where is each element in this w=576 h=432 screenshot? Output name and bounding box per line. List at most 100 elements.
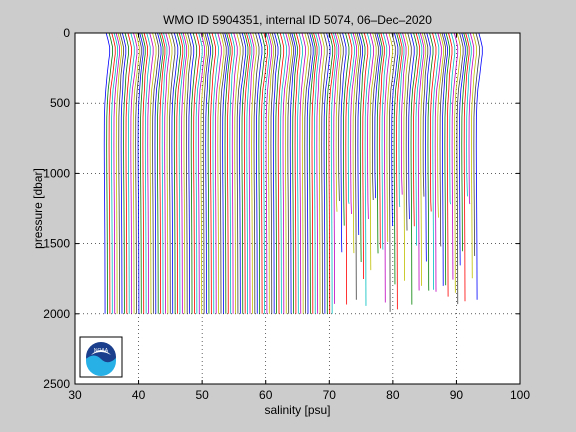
profile-line: [299, 32, 306, 314]
profile-line: [338, 32, 344, 202]
profile-line: [314, 32, 320, 314]
profile-line: [340, 32, 347, 253]
profile-line: [241, 32, 249, 314]
profile-line: [323, 32, 331, 314]
profile-line: [374, 32, 381, 199]
profile-line: [113, 32, 120, 314]
profile-line: [207, 32, 214, 314]
profile-line: [309, 32, 316, 314]
y-tick-label: 1000: [43, 166, 70, 180]
profile-line: [142, 32, 148, 314]
profile-line: [417, 32, 425, 291]
profile-line: [193, 32, 200, 314]
profile-line: [253, 32, 260, 314]
profile-line: [248, 32, 255, 314]
profile-line: [413, 32, 421, 227]
profile-line: [396, 32, 403, 310]
profile-line: [135, 32, 142, 314]
profile-line: [454, 32, 461, 293]
profile-line: [466, 32, 472, 197]
profile-line: [219, 32, 227, 314]
profile-line: [355, 32, 361, 300]
profile-line: [461, 32, 468, 252]
profile-line: [265, 32, 273, 314]
noaa-logo: NOAA: [79, 336, 123, 378]
profile-line: [444, 32, 450, 286]
profile-line: [352, 32, 359, 254]
profile-line: [217, 32, 225, 314]
profile-line: [357, 32, 363, 236]
profile-line: [239, 32, 247, 314]
y-axis-label: pressure [dbar]: [31, 168, 45, 249]
profile-line: [359, 32, 366, 262]
profile-line: [427, 32, 434, 291]
profile-line: [147, 32, 154, 314]
profile-line: [205, 32, 211, 314]
profile-line: [449, 32, 456, 205]
profile-line: [318, 32, 325, 314]
profile-line: [224, 32, 231, 314]
profile-line: [227, 32, 233, 314]
profile-line: [415, 32, 423, 246]
profile-line: [173, 32, 181, 314]
profile-line: [195, 32, 203, 314]
profile-line: [132, 32, 140, 314]
profile-line: [140, 32, 146, 314]
profile-line: [120, 32, 127, 314]
profile-line: [403, 32, 409, 281]
profile-line: [304, 32, 312, 314]
profile-line: [127, 32, 135, 314]
profile-line: [200, 32, 207, 314]
profile-line: [405, 32, 412, 231]
profile-line: [169, 32, 176, 314]
profile-line: [367, 32, 374, 220]
profile-line: [106, 32, 113, 314]
profile-line: [398, 32, 405, 208]
profile-line: [118, 32, 124, 314]
y-tick-label: 0: [63, 26, 70, 40]
profile-line: [345, 32, 353, 305]
logo-text: NOAA: [94, 348, 109, 354]
profile-line: [473, 32, 480, 257]
logo-wave: [86, 355, 116, 376]
y-tick-label: 2500: [43, 377, 70, 391]
profile-line: [400, 32, 407, 195]
profile-line: [408, 32, 415, 220]
x-tick-label: 40: [132, 388, 146, 402]
profile-line: [391, 32, 399, 227]
profile-line: [442, 32, 448, 287]
y-tick-label: 1500: [43, 237, 70, 251]
profile-line: [154, 32, 162, 314]
profile-line: [282, 32, 290, 314]
profile-line: [451, 32, 459, 280]
y-tick-label: 500: [50, 96, 70, 110]
profile-line: [321, 32, 328, 314]
x-tick-label: 30: [68, 388, 82, 402]
profile-line: [333, 32, 340, 304]
profile-line: [287, 32, 294, 314]
profile-line: [108, 32, 116, 314]
profile-line: [231, 32, 238, 314]
x-tick-label: 50: [195, 388, 209, 402]
profile-line: [429, 32, 437, 212]
profile-line: [183, 32, 190, 314]
axes-background: [75, 33, 520, 384]
profile-line: [289, 32, 296, 314]
profile-line: [272, 32, 279, 314]
profile-line: [437, 32, 444, 218]
profile-line: [376, 32, 383, 254]
profile-line: [347, 32, 355, 204]
profile-line: [364, 32, 372, 306]
profile-line: [111, 32, 118, 314]
profile-line: [210, 32, 216, 314]
logo-gull: [91, 350, 111, 355]
profile-line: [222, 32, 229, 314]
profile-line: [388, 32, 396, 312]
profile-line: [297, 32, 303, 314]
profile-line: [425, 32, 431, 262]
profile-line: [326, 32, 334, 314]
profile-line: [350, 32, 358, 214]
profile-line: [316, 32, 322, 314]
grid: [75, 33, 520, 384]
